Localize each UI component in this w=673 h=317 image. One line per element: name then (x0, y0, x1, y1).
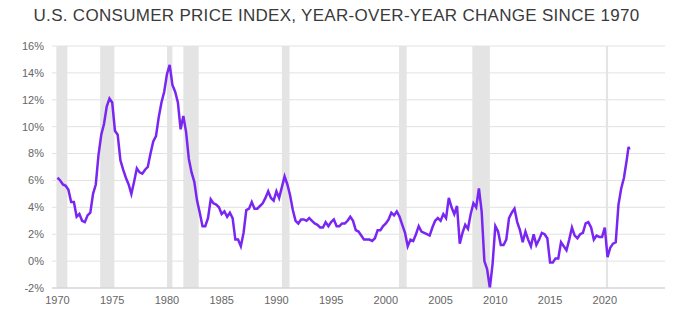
svg-text:-2%: -2% (24, 282, 44, 294)
svg-text:10%: 10% (22, 121, 44, 133)
html-text:U.S. CONSUMER PRICE INDEX, YEA: U.S. CONSUMER PRICE INDEX, YEAR-OVER-YEA… (33, 6, 640, 25)
svg-text:0%: 0% (28, 255, 44, 267)
svg-text:2015: 2015 (538, 294, 562, 306)
svg-text:2000: 2000 (374, 294, 398, 306)
svg-text:8%: 8% (28, 147, 44, 159)
svg-text:1970: 1970 (45, 294, 69, 306)
svg-text:2%: 2% (28, 228, 44, 240)
svg-text:14%: 14% (22, 67, 44, 79)
svg-text:2005: 2005 (428, 294, 452, 306)
svg-text:1985: 1985 (209, 294, 233, 306)
svg-text:16%: 16% (22, 40, 44, 52)
svg-text:4%: 4% (28, 201, 44, 213)
svg-text:2020: 2020 (593, 294, 617, 306)
svg-text:12%: 12% (22, 94, 44, 106)
svg-text:1995: 1995 (319, 294, 343, 306)
svg-text:1980: 1980 (155, 294, 179, 306)
svg-text:2010: 2010 (483, 294, 507, 306)
svg-text:1990: 1990 (264, 294, 288, 306)
svg-text:1975: 1975 (100, 294, 124, 306)
svg-text:6%: 6% (28, 174, 44, 186)
